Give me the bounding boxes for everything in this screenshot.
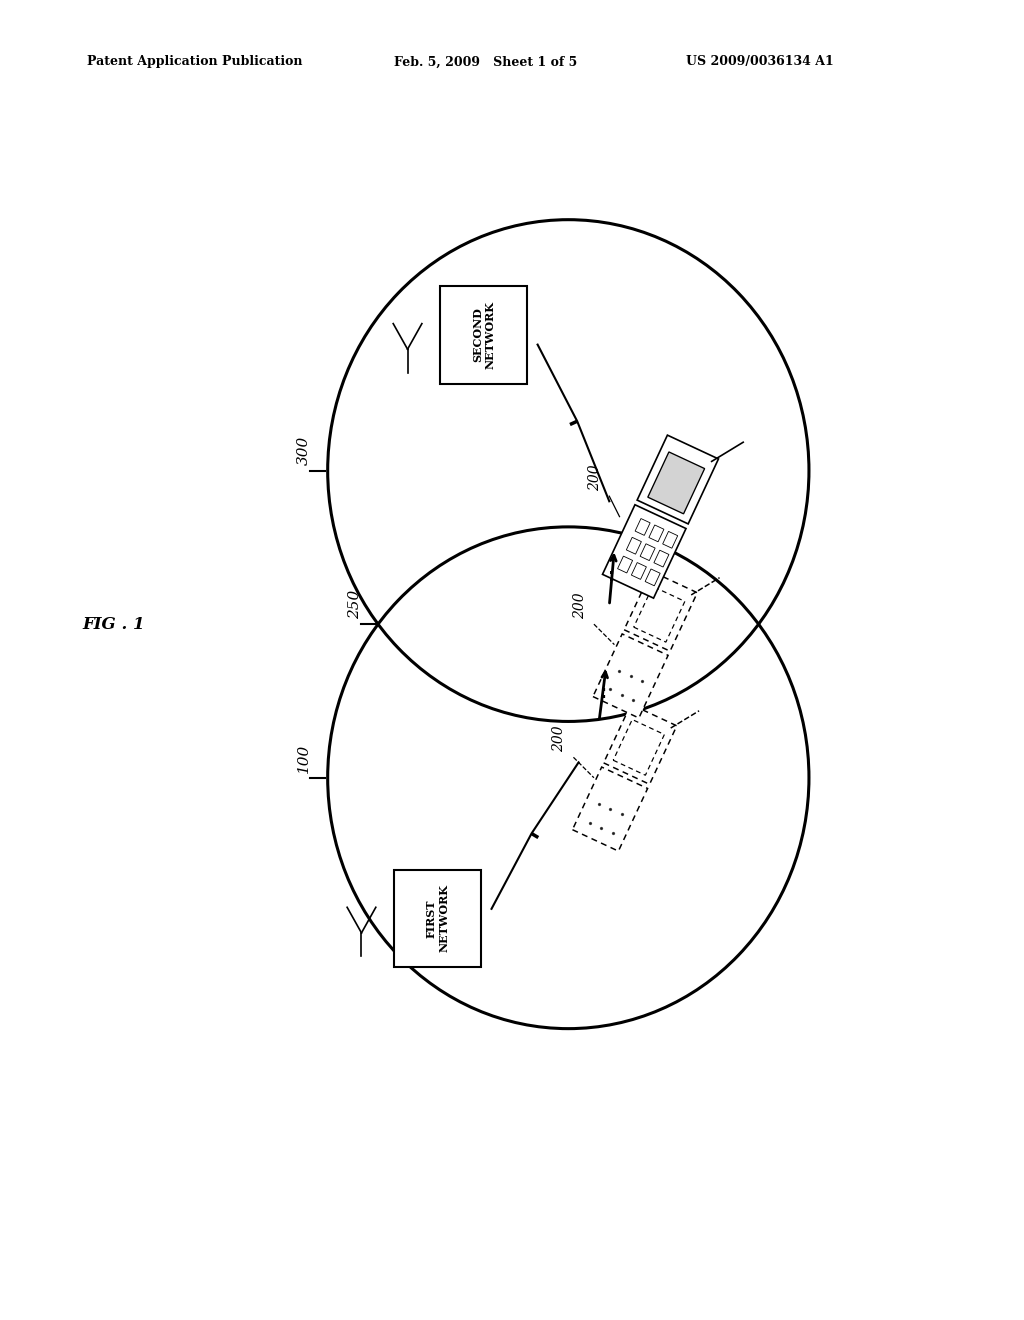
Text: :: : <box>600 684 606 702</box>
Polygon shape <box>572 767 647 851</box>
Polygon shape <box>602 504 686 598</box>
Polygon shape <box>634 586 685 642</box>
Polygon shape <box>649 525 664 541</box>
Polygon shape <box>663 532 678 548</box>
Polygon shape <box>654 550 669 568</box>
Text: 100: 100 <box>297 743 311 772</box>
Text: 200: 200 <box>572 593 587 619</box>
FancyBboxPatch shape <box>440 286 527 384</box>
Text: 300: 300 <box>297 436 311 466</box>
Text: 250: 250 <box>348 590 362 619</box>
Text: Patent Application Publication: Patent Application Publication <box>87 55 302 69</box>
Polygon shape <box>613 719 665 775</box>
FancyBboxPatch shape <box>394 870 481 968</box>
Text: 200: 200 <box>552 726 566 752</box>
Text: SECOND
NETWORK: SECOND NETWORK <box>472 301 496 368</box>
Polygon shape <box>624 572 697 651</box>
Polygon shape <box>637 436 719 524</box>
Polygon shape <box>635 519 650 536</box>
Text: US 2009/0036134 A1: US 2009/0036134 A1 <box>686 55 834 69</box>
Text: FIRST
NETWORK: FIRST NETWORK <box>426 884 450 953</box>
Polygon shape <box>617 556 633 573</box>
Polygon shape <box>648 451 705 513</box>
Text: 200: 200 <box>588 465 602 491</box>
Polygon shape <box>603 705 677 784</box>
Polygon shape <box>640 544 655 561</box>
Polygon shape <box>645 569 660 586</box>
Text: :: : <box>608 568 614 585</box>
Text: Feb. 5, 2009   Sheet 1 of 5: Feb. 5, 2009 Sheet 1 of 5 <box>394 55 578 69</box>
Text: FIG . 1: FIG . 1 <box>82 615 144 632</box>
Polygon shape <box>632 562 646 579</box>
Polygon shape <box>593 634 668 718</box>
Polygon shape <box>627 537 641 554</box>
